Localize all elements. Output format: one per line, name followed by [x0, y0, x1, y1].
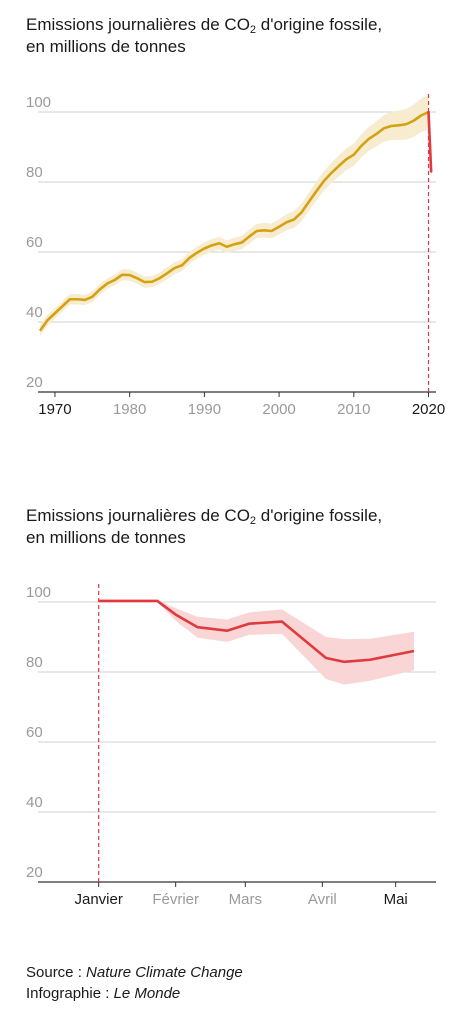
chart2-y-tick-label: 40 — [26, 794, 43, 811]
chart1-x-tick-label: 2010 — [337, 401, 370, 418]
chart2-uncertainty-band — [98, 599, 415, 685]
chart1-drop-line — [427, 110, 433, 173]
chart2-title-line2: en millions de tonnes — [26, 528, 186, 547]
chart1-y-tick-label: 80 — [26, 164, 43, 181]
chart1-y-tick-label: 20 — [26, 374, 43, 391]
chart1-y-tick-label: 100 — [26, 94, 51, 111]
chart1-title-line2: en millions de tonnes — [26, 37, 186, 56]
chart2-title-sub: 2 — [249, 515, 257, 527]
source-name: Nature Climate Change — [86, 964, 243, 981]
chart2-emissions-2020: 20 40 60 80 100 Janvier Février Mars Avril Mai — [26, 584, 436, 908]
chart2-x-tick-label: Janvier — [74, 891, 122, 908]
chart1-y-tick-label: 60 — [26, 234, 43, 251]
chart2-title: Emissions journalières de CO2 d'origine … — [26, 505, 382, 549]
chart1-series-line — [38, 110, 430, 332]
chart1-title-prefix: Emissions journalières de CO — [26, 15, 250, 34]
chart2-y-tick-label: 20 — [26, 864, 43, 881]
chart2-x-tick-label: Mars — [229, 891, 262, 908]
chart1-title-sub: 2 — [249, 24, 257, 36]
chart1-title: Emissions journalières de CO2 d'origine … — [26, 14, 382, 58]
chart1-emissions-yearly: 20 40 60 80 100 1970 1980 1990 2000 2010 2020 — [26, 94, 445, 418]
chart1-x-tick-label: 1990 — [188, 401, 221, 418]
chart1-x-tick-label: 1970 — [38, 401, 71, 418]
infographie-label: Infographie : — [26, 985, 114, 1002]
chart1-x-tick-label: 2020 — [412, 401, 445, 418]
chart2-y-tick-label: 80 — [26, 654, 43, 671]
chart2-y-tick-label: 60 — [26, 724, 43, 741]
chart2-y-tick-label: 100 — [26, 584, 51, 601]
chart2-title-prefix: Emissions journalières de CO — [26, 506, 250, 525]
chart1-x-tick-label: 2000 — [262, 401, 295, 418]
chart2-x-tick-label: Avril — [308, 891, 337, 908]
chart2-x-tick-label: Mai — [384, 891, 408, 908]
chart1-title-suffix: d'origine fossile, — [256, 15, 383, 34]
source-credits: Source : Nature Climate Change Infograph… — [26, 962, 243, 1004]
chart1-y-tick-label: 40 — [26, 304, 43, 321]
chart2-x-tick-label: Février — [152, 891, 199, 908]
infographie-name: Le Monde — [113, 985, 181, 1002]
chart2-series-line — [98, 599, 415, 664]
chart1-uncertainty-band — [40, 94, 429, 336]
chart1-x-tick-label: 1980 — [113, 401, 146, 418]
chart2-title-suffix: d'origine fossile, — [256, 506, 383, 525]
source-label: Source : — [26, 964, 87, 981]
